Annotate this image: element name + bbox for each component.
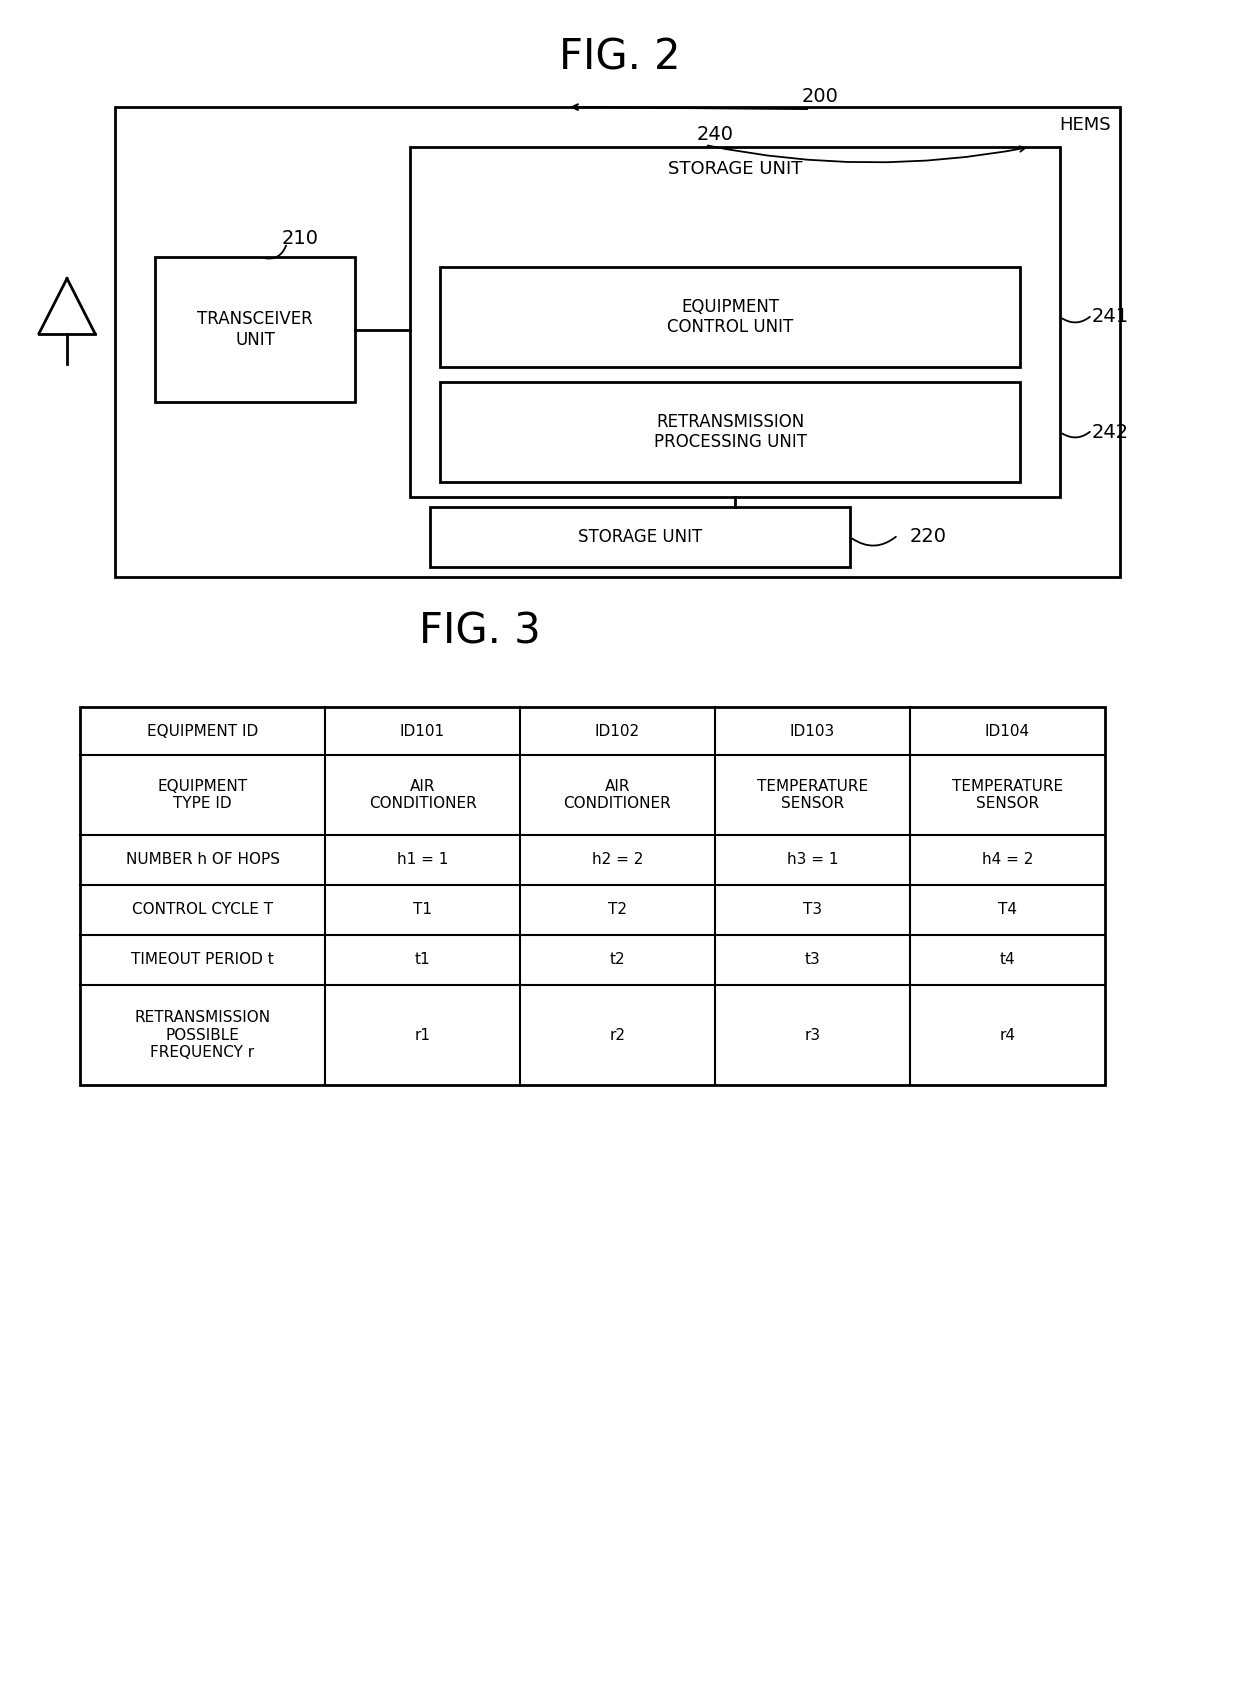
Text: FIG. 2: FIG. 2 — [559, 36, 681, 78]
Text: HEMS: HEMS — [1059, 115, 1111, 134]
Bar — [440, 266, 1021, 367]
Text: EQUIPMENT ID: EQUIPMENT ID — [146, 723, 258, 738]
Text: RETRANSMISSION
POSSIBLE
FREQUENCY r: RETRANSMISSION POSSIBLE FREQUENCY r — [134, 1010, 270, 1061]
Text: RETRANSMISSION
PROCESSING UNIT: RETRANSMISSION PROCESSING UNIT — [653, 412, 806, 451]
Text: STORAGE UNIT: STORAGE UNIT — [668, 160, 802, 178]
Text: h3 = 1: h3 = 1 — [786, 852, 838, 867]
Text: r3: r3 — [805, 1027, 821, 1042]
Text: h4 = 2: h4 = 2 — [982, 852, 1033, 867]
Bar — [430, 507, 849, 567]
Text: AIR
CONDITIONER: AIR CONDITIONER — [564, 779, 671, 811]
Text: ID101: ID101 — [401, 723, 445, 738]
Text: 200: 200 — [801, 88, 838, 107]
Text: TRANSCEIVER
UNIT: TRANSCEIVER UNIT — [197, 311, 312, 350]
Text: ID103: ID103 — [790, 723, 835, 738]
Text: 242: 242 — [1091, 423, 1128, 441]
Bar — [115, 107, 1120, 577]
Text: EQUIPMENT
TYPE ID: EQUIPMENT TYPE ID — [157, 779, 248, 811]
Text: 240: 240 — [697, 126, 734, 144]
Text: 210: 210 — [281, 229, 319, 248]
Text: h1 = 1: h1 = 1 — [397, 852, 448, 867]
Text: EQUIPMENT
CONTROL UNIT: EQUIPMENT CONTROL UNIT — [667, 297, 794, 336]
Text: TEMPERATURE
SENSOR: TEMPERATURE SENSOR — [756, 779, 868, 811]
Text: 241: 241 — [1091, 307, 1128, 326]
Text: T3: T3 — [804, 903, 822, 918]
Text: r4: r4 — [999, 1027, 1016, 1042]
Text: STORAGE UNIT: STORAGE UNIT — [578, 528, 702, 546]
Bar — [440, 382, 1021, 482]
Text: T2: T2 — [608, 903, 627, 918]
Bar — [155, 256, 355, 402]
Text: FIG. 3: FIG. 3 — [419, 611, 541, 653]
Text: t4: t4 — [999, 952, 1016, 967]
Text: CONTROL CYCLE T: CONTROL CYCLE T — [131, 903, 273, 918]
Text: t3: t3 — [805, 952, 821, 967]
Bar — [81, 708, 1105, 1084]
Text: TIMEOUT PERIOD t: TIMEOUT PERIOD t — [131, 952, 274, 967]
Text: t2: t2 — [610, 952, 625, 967]
Text: T4: T4 — [998, 903, 1017, 918]
Text: TEMPERATURE
SENSOR: TEMPERATURE SENSOR — [952, 779, 1063, 811]
Text: NUMBER h OF HOPS: NUMBER h OF HOPS — [125, 852, 279, 867]
Text: r2: r2 — [610, 1027, 625, 1042]
Text: r1: r1 — [414, 1027, 430, 1042]
Text: h2 = 2: h2 = 2 — [591, 852, 644, 867]
Text: T1: T1 — [413, 903, 432, 918]
Text: t1: t1 — [414, 952, 430, 967]
Text: ID104: ID104 — [985, 723, 1030, 738]
Text: ID102: ID102 — [595, 723, 640, 738]
Bar — [410, 148, 1060, 497]
Text: 220: 220 — [910, 528, 947, 546]
Text: AIR
CONDITIONER: AIR CONDITIONER — [368, 779, 476, 811]
